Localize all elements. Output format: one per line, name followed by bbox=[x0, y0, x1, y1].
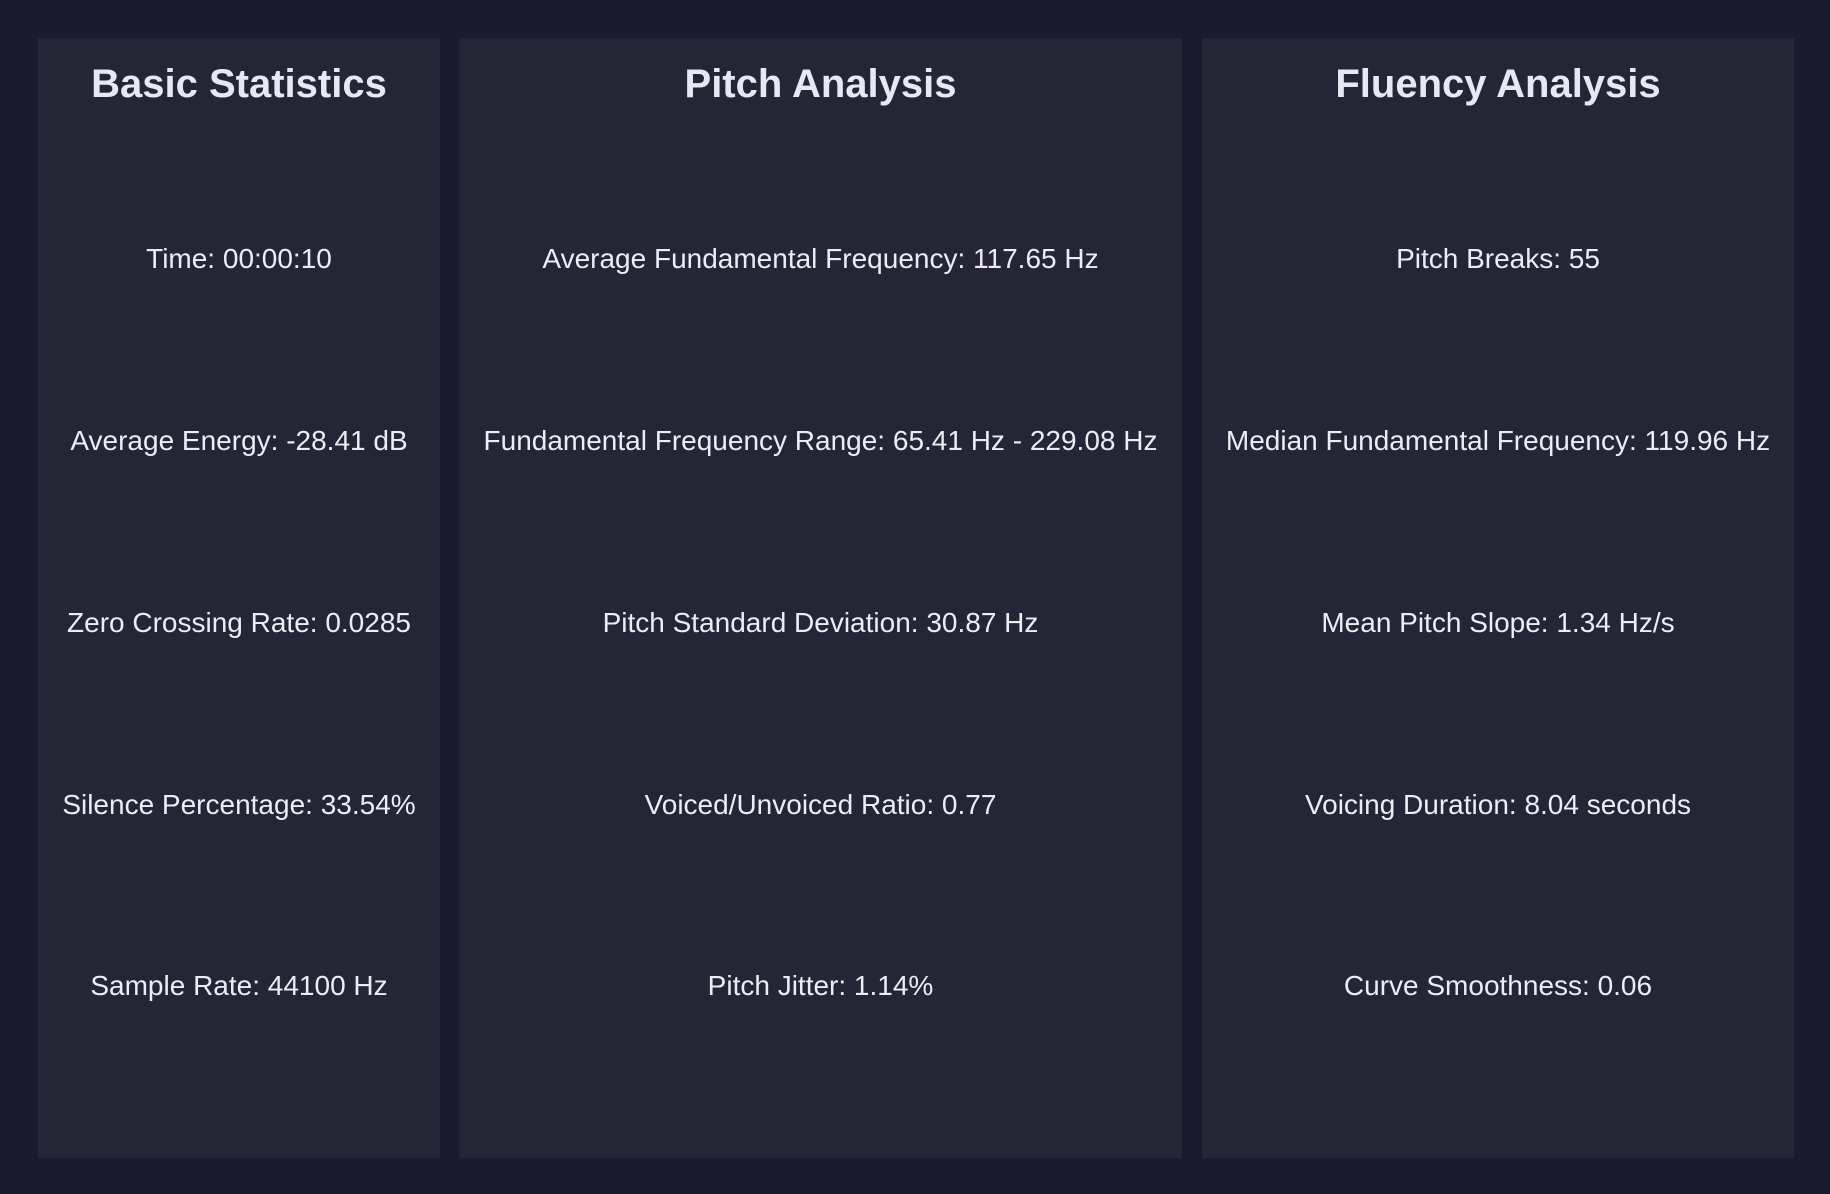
stat-zero-crossing-rate: Zero Crossing Rate: 0.0285 bbox=[67, 607, 411, 638]
panel-title: Fluency Analysis bbox=[1335, 62, 1661, 106]
stat-voiced-unvoiced-ratio: Voiced/Unvoiced Ratio: 0.77 bbox=[644, 789, 997, 820]
stat-voicing-duration: Voicing Duration: 8.04 seconds bbox=[1304, 789, 1692, 820]
stat-mean-pitch-slope: Mean Pitch Slope: 1.34 Hz/s bbox=[1321, 607, 1675, 638]
stat-pitch-standard-deviation: Pitch Standard Deviation: 30.87 Hz bbox=[602, 607, 1039, 638]
stat-average-fundamental-frequency: Average Fundamental Frequency: 117.65 Hz bbox=[542, 243, 1099, 274]
basic-statistics-panel: Basic Statistics Time: 00:00:10 Average … bbox=[38, 38, 440, 1158]
panel-title: Pitch Analysis bbox=[684, 62, 957, 106]
stat-pitch-breaks: Pitch Breaks: 55 bbox=[1396, 243, 1600, 274]
stat-time: Time: 00:00:10 bbox=[146, 243, 332, 274]
stat-silence-percentage: Silence Percentage: 33.54% bbox=[62, 789, 416, 820]
panel-title: Basic Statistics bbox=[91, 62, 387, 106]
pitch-analysis-panel: Pitch Analysis Average Fundamental Frequ… bbox=[459, 38, 1182, 1158]
stat-sample-rate: Sample Rate: 44100 Hz bbox=[90, 970, 388, 1001]
stat-median-fundamental-frequency: Median Fundamental Frequency: 119.96 Hz bbox=[1225, 425, 1771, 456]
stat-pitch-jitter: Pitch Jitter: 1.14% bbox=[707, 970, 934, 1001]
stat-fundamental-frequency-range: Fundamental Frequency Range: 65.41 Hz - … bbox=[483, 425, 1158, 456]
stat-average-energy: Average Energy: -28.41 dB bbox=[70, 425, 408, 456]
stat-curve-smoothness: Curve Smoothness: 0.06 bbox=[1343, 970, 1653, 1001]
fluency-analysis-panel: Fluency Analysis Pitch Breaks: 55 Median… bbox=[1202, 38, 1794, 1158]
